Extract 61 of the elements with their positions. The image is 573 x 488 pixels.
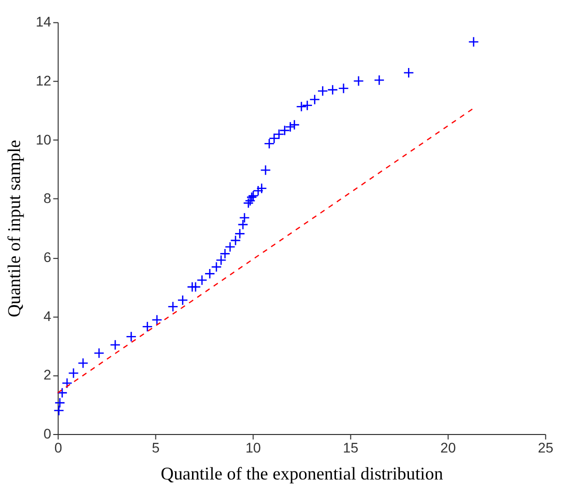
point [54,405,64,416]
point [152,314,162,326]
point [54,397,66,408]
point [216,254,226,266]
point [353,76,364,86]
point [260,164,271,176]
point [243,198,254,208]
x-tick-label: 10 [245,439,262,456]
point [168,301,178,312]
point [264,138,275,150]
point [252,185,264,196]
y-tick-label: 8 [43,190,52,206]
point [302,100,313,111]
y-tick-label: 10 [36,131,52,148]
x-tick-label: 15 [342,439,359,456]
point [220,248,230,260]
point [279,125,290,136]
y-tick-label: 2 [43,366,52,383]
point [268,132,280,144]
point [274,128,284,140]
y-tick-label: 0 [43,425,52,442]
point [238,219,248,230]
y-tick-label: 6 [43,248,52,265]
point [309,94,320,105]
point [468,36,479,48]
y-axis-title: Quantile of input sample [4,140,24,318]
x-tick-label: 5 [152,439,160,456]
y-tick-label: 12 [36,72,52,88]
point [94,348,104,358]
point [78,358,88,368]
point [62,378,72,388]
point [296,101,307,112]
x-tick-label: 0 [54,439,62,456]
point [403,67,414,78]
point [142,321,153,332]
point [338,82,349,94]
point [204,268,216,280]
point [234,228,246,240]
point [56,387,68,398]
point [196,274,208,286]
point [244,195,256,206]
point [284,122,296,132]
x-tick-label: 20 [440,439,456,456]
point [327,84,338,96]
point [239,212,250,224]
point [68,368,79,378]
point [374,74,385,86]
point [177,294,188,306]
point [211,262,222,272]
point [256,183,268,194]
x-tick-label: 25 [538,439,554,456]
point [110,340,121,350]
point [230,235,241,246]
x-axis-title: Quantile of the exponential distribution [160,463,444,484]
y-tick-label: 14 [36,14,52,30]
y-tick-label: 4 [43,308,52,324]
point [224,242,236,252]
point [289,119,300,130]
point [190,282,201,292]
point [317,86,328,96]
point [126,331,137,342]
